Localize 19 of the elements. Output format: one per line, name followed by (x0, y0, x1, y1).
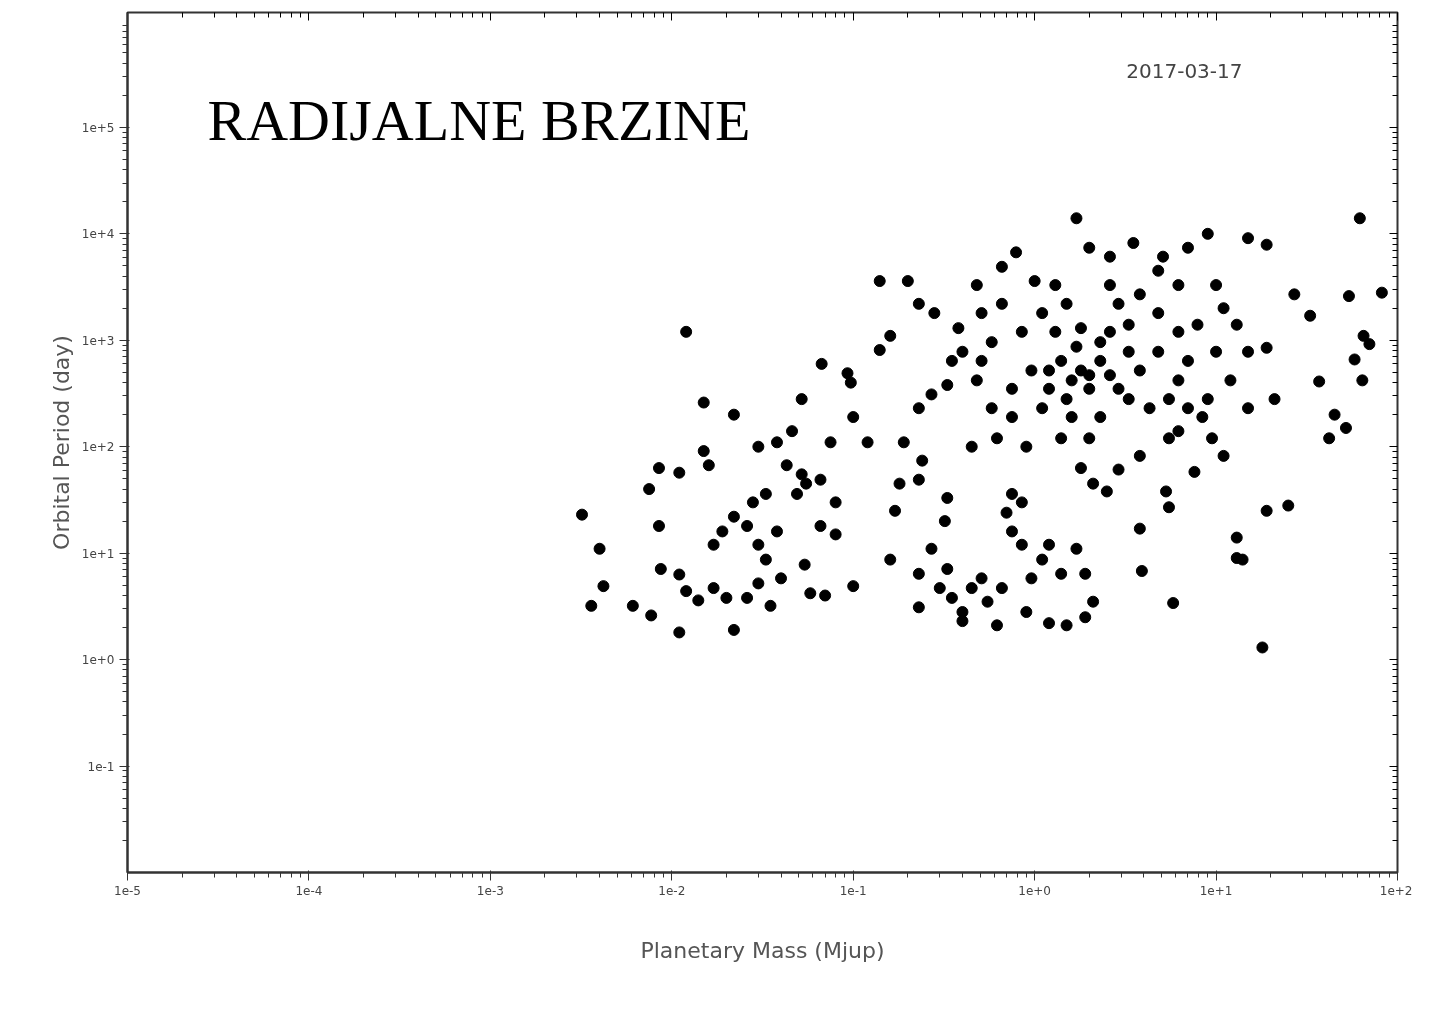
x-tick-label: 1e-2 (658, 883, 686, 898)
y-tick-label: 1e+0 (81, 653, 115, 668)
y-axis-title: Orbital Period (day) (48, 335, 74, 550)
text: RADIJALNE BRZINE (207, 87, 751, 153)
annotation: 2017-03-17 (1126, 58, 1243, 83)
y-tick-label: 1e+5 (81, 120, 115, 135)
x-tick-label: 1e-1 (839, 883, 867, 898)
y-tick-label: 1e+2 (81, 440, 115, 455)
y-tick-label: 1e+1 (81, 546, 115, 561)
x-tick-label: 1e-5 (114, 883, 141, 898)
x-tick-label: 1e+1 (1199, 883, 1233, 898)
x-tick-label: 1e-3 (476, 883, 504, 898)
x-tick-label: 1e+0 (1018, 883, 1052, 898)
y-tick-label: 1e+3 (81, 333, 115, 348)
x-tick-label: 1e+2 (1379, 883, 1413, 898)
x-tick-label: 1e-4 (295, 883, 323, 898)
x-axis-title: Planetary Mass (Mjup) (640, 937, 885, 963)
y-tick-label: 1e+4 (81, 227, 115, 242)
y-tick-label: 1e-1 (87, 759, 115, 774)
